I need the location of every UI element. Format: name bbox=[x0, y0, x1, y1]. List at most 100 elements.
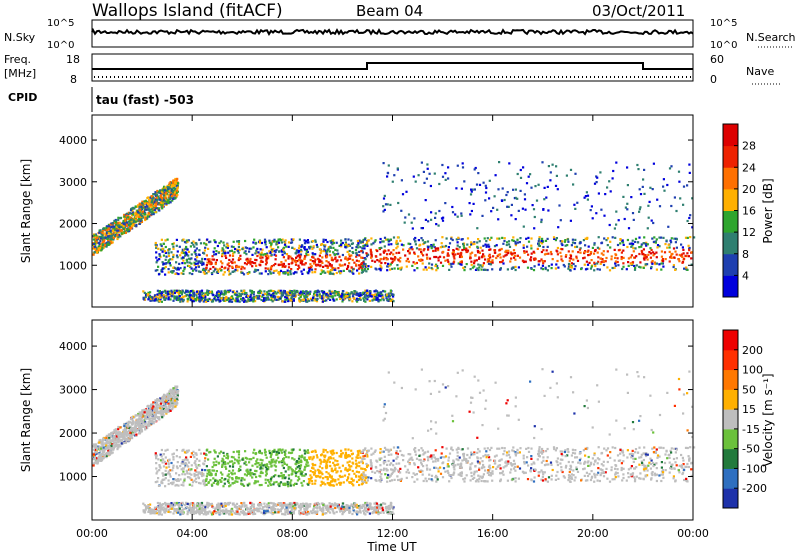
data-cell bbox=[683, 257, 686, 260]
data-cell bbox=[264, 243, 267, 246]
data-cell bbox=[417, 174, 420, 177]
data-cell bbox=[283, 243, 287, 246]
data-cell bbox=[158, 300, 161, 303]
data-cell bbox=[411, 264, 414, 267]
data-cell bbox=[300, 250, 303, 253]
data-cell bbox=[228, 469, 231, 473]
data-cell bbox=[165, 411, 168, 414]
data-cell bbox=[155, 206, 158, 210]
data-cell bbox=[264, 255, 267, 258]
data-cell bbox=[256, 269, 260, 272]
data-cell bbox=[231, 258, 235, 261]
data-cell bbox=[350, 266, 353, 269]
data-cell bbox=[366, 253, 369, 256]
data-cell bbox=[373, 296, 376, 299]
data-cell bbox=[489, 256, 492, 259]
data-cell bbox=[283, 252, 286, 255]
data-cell bbox=[122, 436, 125, 439]
data-cell bbox=[151, 210, 154, 213]
data-cell bbox=[164, 251, 167, 254]
data-cell bbox=[249, 257, 252, 261]
data-cell bbox=[686, 252, 689, 255]
data-cell bbox=[351, 258, 354, 262]
data-cell bbox=[138, 432, 141, 435]
data-cell bbox=[135, 220, 138, 223]
data-cell bbox=[477, 172, 480, 175]
data-cell bbox=[357, 243, 360, 246]
data-cell bbox=[175, 400, 178, 403]
data-cell bbox=[147, 404, 150, 407]
data-cell bbox=[153, 409, 156, 412]
data-cell bbox=[184, 253, 187, 256]
data-cell bbox=[586, 198, 589, 201]
data-cell bbox=[392, 249, 395, 252]
data-cell bbox=[494, 174, 497, 177]
data-cell bbox=[376, 259, 379, 262]
data-cell bbox=[244, 246, 247, 249]
data-cell bbox=[249, 260, 252, 263]
data-cell bbox=[550, 253, 553, 256]
data-cell bbox=[139, 429, 142, 432]
data-cell bbox=[280, 241, 283, 244]
data-cell bbox=[461, 166, 465, 169]
data-cell bbox=[105, 454, 108, 457]
data-cell bbox=[254, 242, 257, 245]
data-cell bbox=[200, 297, 203, 300]
data-cell bbox=[151, 403, 154, 407]
data-cell bbox=[495, 244, 498, 247]
data-cell bbox=[269, 251, 272, 255]
data-cell bbox=[483, 255, 486, 258]
data-cell bbox=[93, 457, 96, 460]
data-cell bbox=[389, 289, 392, 292]
data-cell bbox=[149, 404, 152, 408]
data-cell bbox=[358, 264, 361, 267]
data-cell bbox=[470, 190, 473, 193]
data-cell bbox=[95, 240, 98, 243]
data-cell bbox=[237, 240, 240, 243]
data-cell bbox=[675, 238, 678, 241]
data-cell bbox=[322, 270, 325, 273]
data-cell bbox=[317, 290, 321, 293]
data-cell bbox=[576, 201, 579, 204]
data-cell bbox=[572, 183, 575, 186]
data-cell bbox=[643, 258, 646, 261]
data-cell bbox=[541, 242, 544, 245]
data-cell bbox=[105, 245, 108, 248]
data-cell bbox=[571, 250, 574, 253]
data-cell bbox=[109, 433, 112, 436]
data-cell bbox=[261, 256, 264, 259]
data-cell bbox=[228, 297, 231, 300]
data-cell bbox=[156, 199, 159, 202]
data-cell bbox=[557, 266, 560, 269]
data-cell bbox=[576, 259, 580, 262]
data-cell bbox=[389, 299, 392, 302]
data-cell bbox=[614, 253, 617, 256]
data-cell bbox=[98, 247, 102, 250]
data-cell bbox=[260, 298, 263, 302]
data-cell bbox=[277, 246, 280, 249]
data-cell bbox=[247, 295, 250, 298]
data-cell bbox=[171, 184, 175, 188]
data-cell bbox=[686, 236, 689, 239]
data-cell bbox=[294, 294, 297, 297]
data-cell bbox=[141, 210, 144, 213]
data-cell bbox=[150, 295, 153, 299]
data-cell bbox=[556, 259, 559, 263]
data-cell bbox=[296, 268, 299, 271]
data-cell bbox=[296, 255, 299, 258]
data-cell bbox=[303, 257, 306, 260]
data-cell bbox=[359, 298, 362, 301]
data-cell bbox=[193, 268, 196, 271]
data-cell bbox=[299, 464, 303, 467]
data-cell bbox=[148, 409, 151, 412]
data-cell bbox=[287, 292, 290, 295]
data-cell bbox=[119, 439, 122, 442]
data-cell bbox=[575, 255, 578, 258]
data-cell bbox=[540, 220, 543, 224]
data-cell bbox=[205, 254, 208, 257]
data-cell bbox=[600, 252, 603, 255]
data-cell bbox=[175, 483, 178, 487]
data-cell bbox=[294, 261, 298, 264]
data-cell bbox=[304, 262, 307, 265]
data-cell bbox=[379, 269, 382, 272]
